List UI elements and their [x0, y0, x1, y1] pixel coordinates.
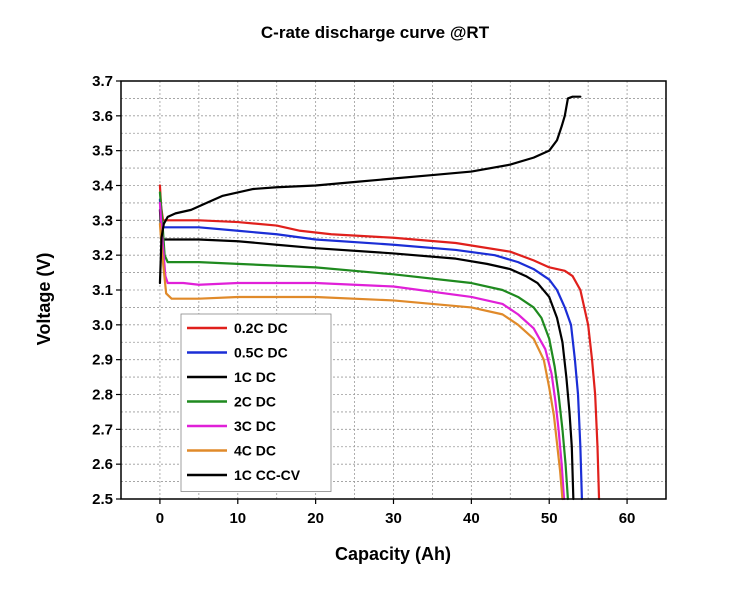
- x-tick-label: 30: [385, 510, 402, 527]
- x-tick-label: 40: [463, 510, 480, 527]
- y-tick-label: 2.6: [92, 456, 113, 473]
- series-line-1c-dc: [158, 208, 575, 501]
- legend-label: 1C CC-CV: [234, 467, 301, 483]
- legend-label: 0.2C DC: [234, 320, 288, 336]
- y-tick-label: 2.9: [92, 352, 113, 369]
- y-tick-label: 3.1: [92, 282, 113, 299]
- legend-label: 0.5C DC: [234, 345, 288, 361]
- x-tick-label: 50: [541, 510, 558, 527]
- legend-label: 3C DC: [234, 418, 276, 434]
- y-tick-label: 3.7: [92, 73, 113, 90]
- series-line-0-5c-dc: [158, 198, 584, 501]
- axis-ticks: 0 10 20 30 40 50 60 2.5 2.6 2.7 2.8 2.9 3.0 3.1 3.2 3.3…: [92, 73, 635, 527]
- series-line-0-2c-dc: [158, 184, 601, 501]
- y-tick-label: 3.6: [92, 108, 113, 125]
- legend-label: 2C DC: [234, 394, 276, 410]
- y-tick-label: 3.3: [92, 212, 113, 229]
- legend: 0.2C DC 0.5C DC 1C DC 2C DC 3C DC 4C DC 1C CC-…: [180, 313, 332, 492]
- y-tick-label: 2.8: [92, 387, 113, 404]
- y-tick-label: 3.2: [92, 247, 113, 264]
- y-tick-label: 3.5: [92, 143, 113, 160]
- y-tick-label: 3.4: [92, 178, 114, 195]
- y-axis-title: Voltage (V): [34, 253, 54, 346]
- x-axis-title: Capacity (Ah): [335, 544, 451, 564]
- series-line-3c-dc: [158, 201, 566, 501]
- y-tick-label: 3.0: [92, 317, 113, 334]
- y-tick-label: 2.7: [92, 421, 113, 438]
- chart-title: C-rate discharge curve @RT: [261, 23, 490, 42]
- series-line-1c-cc-cv: [158, 95, 582, 285]
- legend-label: 4C DC: [234, 443, 276, 459]
- x-tick-label: 60: [619, 510, 636, 527]
- series-line-2c-dc: [158, 191, 570, 501]
- legend-label: 1C DC: [234, 369, 276, 385]
- x-tick-label: 0: [156, 510, 164, 527]
- plot-series: [158, 95, 601, 501]
- x-tick-label: 20: [307, 510, 324, 527]
- series-line-4c-dc: [158, 222, 564, 501]
- x-tick-label: 10: [229, 510, 246, 527]
- y-tick-label: 2.5: [92, 491, 113, 508]
